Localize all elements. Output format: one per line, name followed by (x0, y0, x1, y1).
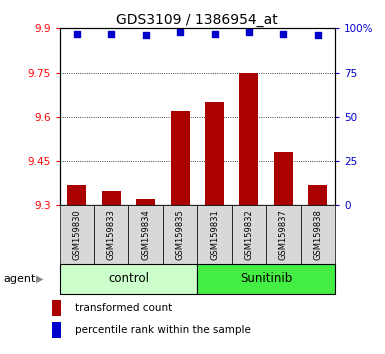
Text: GSM159831: GSM159831 (210, 209, 219, 260)
Text: GSM159835: GSM159835 (176, 209, 185, 260)
Bar (308, 185, 327, 205)
Text: percentile rank within the sample: percentile rank within the sample (75, 325, 251, 335)
Bar (239, 73, 258, 205)
Point (142, 33, 149, 38)
Bar (274, 152, 293, 205)
Bar (163, 205, 197, 264)
Bar (301, 205, 335, 264)
Text: control: control (108, 272, 149, 285)
Bar (171, 111, 189, 205)
Point (74, 31, 80, 36)
Text: GSM159837: GSM159837 (279, 209, 288, 260)
Bar (197, 205, 232, 264)
Bar (205, 102, 224, 205)
Text: GSM159833: GSM159833 (107, 209, 116, 260)
Point (108, 31, 114, 36)
Text: ▶: ▶ (36, 274, 43, 284)
Text: GSM159834: GSM159834 (141, 209, 150, 260)
Text: agent: agent (4, 274, 36, 284)
Text: transformed count: transformed count (75, 303, 172, 313)
Text: GSM159832: GSM159832 (244, 209, 253, 260)
Point (246, 29, 252, 35)
Bar (136, 199, 155, 205)
Bar (232, 205, 266, 264)
Point (315, 33, 321, 38)
Bar (52, 321, 61, 338)
Title: GDS3109 / 1386954_at: GDS3109 / 1386954_at (116, 13, 278, 27)
Point (177, 29, 183, 35)
Bar (197, 264, 335, 294)
Bar (67, 185, 86, 205)
Bar (266, 205, 301, 264)
Bar (129, 205, 163, 264)
Text: GSM159838: GSM159838 (313, 209, 322, 260)
Bar (52, 300, 61, 316)
Bar (94, 205, 129, 264)
Bar (102, 190, 121, 205)
Point (280, 31, 286, 36)
Text: GSM159830: GSM159830 (72, 209, 81, 260)
Point (211, 31, 218, 36)
Text: Sunitinib: Sunitinib (240, 272, 292, 285)
Bar (60, 205, 94, 264)
Bar (60, 264, 197, 294)
